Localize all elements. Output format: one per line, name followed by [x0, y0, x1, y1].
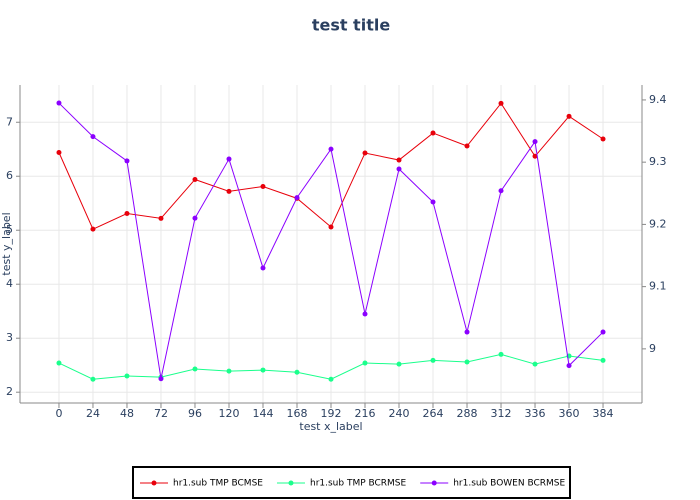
point	[192, 366, 198, 372]
x-tick-label: 336	[525, 407, 546, 420]
point	[396, 166, 402, 172]
x-tick-label: 192	[321, 407, 342, 420]
point	[532, 153, 538, 159]
point	[532, 361, 538, 367]
point	[328, 146, 334, 152]
x-tick-label: 120	[218, 407, 239, 420]
x-tick-label: 96	[188, 407, 202, 420]
point	[56, 149, 62, 155]
point	[192, 176, 198, 182]
point	[430, 357, 436, 363]
point	[566, 363, 572, 369]
x-tick-label: 48	[120, 407, 134, 420]
y2-tick-label: 9.1	[649, 280, 667, 293]
x-tick-label: 0	[55, 407, 62, 420]
point	[124, 373, 130, 379]
point	[226, 188, 232, 194]
point	[396, 361, 402, 367]
y-tick-label: 2	[6, 385, 13, 398]
point	[294, 369, 300, 375]
point	[498, 351, 504, 357]
point	[532, 139, 538, 145]
point	[260, 265, 266, 271]
x-tick-label: 360	[559, 407, 580, 420]
x-tick-label: 312	[491, 407, 512, 420]
y-tick-label: 7	[6, 115, 13, 128]
y-axis-label: test y_label	[0, 212, 13, 275]
point	[430, 199, 436, 205]
point	[294, 195, 300, 201]
x-tick-label: 168	[286, 407, 307, 420]
x-tick-label: 72	[154, 407, 168, 420]
y-tick-label: 4	[6, 277, 13, 290]
point	[362, 311, 368, 317]
legend-marker	[288, 480, 294, 486]
point	[158, 376, 164, 382]
y-tick-label: 6	[6, 169, 13, 182]
y-tick-label: 3	[6, 331, 13, 344]
y2-tick-label: 9.4	[649, 93, 667, 106]
x-tick-label: 384	[593, 407, 614, 420]
point	[396, 157, 402, 163]
chart-title: test title	[312, 16, 391, 35]
point	[90, 226, 96, 232]
point	[328, 376, 334, 382]
point	[226, 156, 232, 162]
legend-box	[132, 466, 571, 499]
point	[226, 368, 232, 374]
point	[464, 359, 470, 365]
x-tick-label: 144	[252, 407, 273, 420]
x-axis-label: test x_label	[299, 420, 362, 433]
legend-label: hr1.sub TMP BCRMSE	[310, 479, 407, 489]
point	[464, 329, 470, 335]
point	[464, 143, 470, 149]
point	[192, 215, 198, 221]
point	[430, 130, 436, 136]
point	[600, 329, 606, 335]
point	[600, 357, 606, 363]
point	[498, 188, 504, 194]
x-tick-label: 216	[355, 407, 376, 420]
legend-marker	[431, 480, 437, 486]
point	[362, 360, 368, 366]
point	[56, 360, 62, 366]
point	[56, 100, 62, 106]
x-tick-label: 264	[423, 407, 444, 420]
point	[124, 158, 130, 164]
legend-label: hr1.sub BOWEN BCRMSE	[453, 479, 565, 489]
point	[90, 134, 96, 140]
point	[260, 184, 266, 190]
y-tick-label: 5	[6, 223, 13, 236]
y2-tick-label: 9.3	[649, 155, 667, 168]
point	[90, 376, 96, 382]
point	[498, 100, 504, 106]
point	[566, 113, 572, 119]
point	[600, 136, 606, 142]
point	[260, 367, 266, 373]
x-tick-label: 240	[389, 407, 410, 420]
x-tick-label: 24	[86, 407, 100, 420]
point	[362, 150, 368, 156]
point	[328, 224, 334, 230]
point	[158, 215, 164, 221]
point	[124, 210, 130, 216]
legend-marker	[151, 480, 157, 486]
legend-label: hr1.sub TMP BCMSE	[173, 479, 263, 489]
y2-tick-label: 9.2	[649, 217, 667, 230]
x-tick-label: 288	[457, 407, 478, 420]
y2-tick-label: 9	[649, 342, 656, 355]
